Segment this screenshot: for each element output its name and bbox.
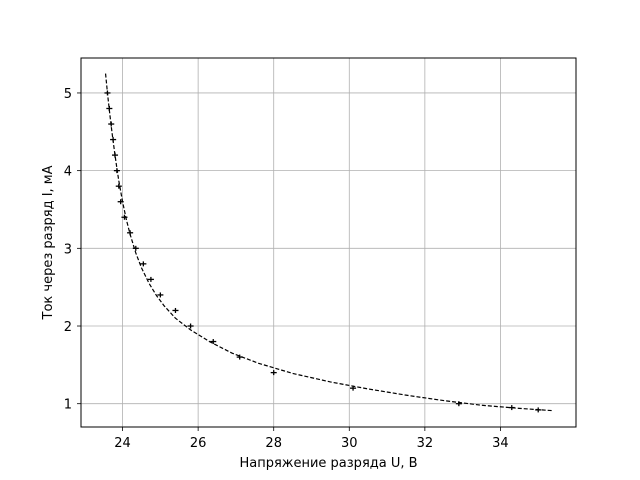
data-point (106, 105, 113, 111)
fit-curve (104, 73, 554, 412)
data-point (132, 245, 139, 251)
data-point (127, 230, 134, 236)
data-point (157, 292, 164, 298)
data-point (535, 407, 542, 413)
data-point (140, 261, 147, 267)
data-point (508, 405, 515, 411)
y-axis: 1 2 3 4 5 (64, 87, 81, 413)
data-point (147, 276, 154, 282)
x-tick-label: 28 (265, 436, 282, 451)
data-point (104, 90, 111, 96)
x-tick-label: 24 (114, 436, 131, 451)
x-axis: 24 26 28 30 32 34 (114, 427, 509, 451)
data-point (115, 183, 122, 189)
data-point (210, 339, 217, 345)
y-tick-label: 4 (64, 165, 72, 180)
x-tick-label: 30 (341, 436, 358, 451)
data-point (350, 385, 357, 391)
x-tick-label: 32 (417, 436, 434, 451)
y-axis-label: Ток через разряд I, мА (41, 165, 56, 320)
data-point (108, 121, 115, 127)
plot-frame (80, 57, 577, 428)
data-point (187, 323, 194, 329)
grid (81, 58, 576, 427)
data-point (117, 199, 124, 205)
y-tick-label: 1 (64, 398, 72, 413)
x-axis-label: Напряжение разряда U, В (239, 456, 417, 471)
data-point (172, 307, 179, 313)
data-point (455, 401, 462, 407)
y-tick-label: 2 (64, 320, 72, 335)
y-tick-label: 3 (64, 242, 72, 257)
y-tick-label: 5 (64, 87, 72, 102)
data-point (111, 152, 119, 158)
data-point (113, 168, 120, 174)
data-point (121, 214, 128, 220)
data-point (270, 370, 277, 376)
x-tick-label: 26 (190, 436, 207, 451)
data-points (104, 90, 542, 413)
series-line (104, 73, 554, 412)
data-point (236, 354, 243, 360)
data-point (110, 137, 117, 143)
x-tick-label: 34 (492, 436, 509, 451)
